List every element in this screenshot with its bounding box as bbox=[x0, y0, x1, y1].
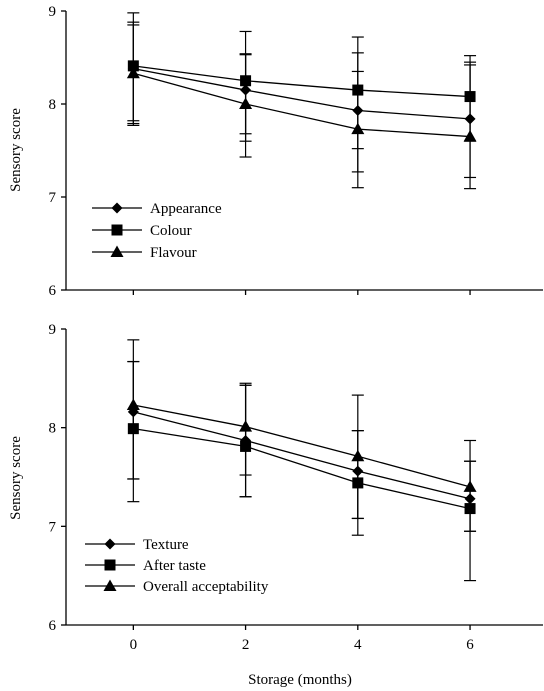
overall-acceptability-legend-marker bbox=[103, 579, 117, 591]
appearance-legend-marker bbox=[111, 202, 123, 214]
chart-bottom-panel: Sensory score 6 7 8 9 0 2 4 6 Texture After taste… bbox=[8, 322, 543, 653]
texture-legend-marker bbox=[104, 538, 116, 550]
top-y-tick-label: 9 bbox=[49, 4, 57, 20]
chart-top-panel: Sensory score 6 7 8 9 Appearance Colour Flavou… bbox=[8, 4, 543, 299]
after-taste-legend-label: After taste bbox=[143, 558, 206, 574]
flavour-point bbox=[126, 66, 140, 79]
after-taste-legend-marker bbox=[104, 559, 116, 571]
bottom-y-tick-label: 9 bbox=[49, 322, 57, 338]
appearance-legend-label: Appearance bbox=[150, 201, 222, 217]
top-y-tick-label: 8 bbox=[49, 97, 57, 113]
top-y-tick-label: 7 bbox=[49, 190, 57, 206]
colour-legend-label: Colour bbox=[150, 223, 192, 239]
flavour-legend-label: Flavour bbox=[150, 245, 197, 261]
overall-acceptability-point bbox=[463, 480, 477, 492]
bottom-y-axis-label: Sensory score bbox=[8, 436, 24, 520]
colour-series-line bbox=[133, 65, 471, 98]
bottom-y-tick-label: 7 bbox=[49, 519, 57, 535]
top-y-axis-label: Sensory score bbox=[8, 108, 24, 192]
overall-acceptability-series-line bbox=[133, 404, 471, 488]
flavour-point bbox=[239, 97, 253, 109]
top-y-tick-label: 6 bbox=[49, 283, 57, 299]
texture-legend-label: Texture bbox=[143, 537, 189, 553]
x-axis-label: Storage (months) bbox=[248, 672, 352, 688]
overall-acceptability-point bbox=[351, 449, 365, 462]
overall-acceptability-legend-label: Overall acceptability bbox=[143, 579, 269, 595]
flavour-series-line bbox=[133, 72, 471, 138]
bottom-x-tick-label: 6 bbox=[466, 637, 474, 653]
bottom-y-tick-label: 6 bbox=[49, 618, 57, 634]
overall-acceptability-point bbox=[239, 420, 253, 432]
overall-acceptability-point bbox=[126, 398, 140, 410]
texture-series-line bbox=[133, 411, 471, 500]
after-taste-series-line bbox=[133, 428, 471, 510]
colour-legend-marker bbox=[111, 224, 123, 236]
bottom-x-tick-label: 0 bbox=[130, 637, 138, 653]
appearance-series-line bbox=[133, 68, 471, 120]
bottom-x-tick-label: 4 bbox=[354, 637, 362, 653]
bottom-y-tick-label: 8 bbox=[49, 421, 57, 437]
flavour-point bbox=[351, 122, 365, 135]
flavour-point bbox=[463, 130, 477, 142]
flavour-legend-marker bbox=[110, 245, 124, 257]
bottom-x-tick-label: 2 bbox=[242, 637, 250, 653]
